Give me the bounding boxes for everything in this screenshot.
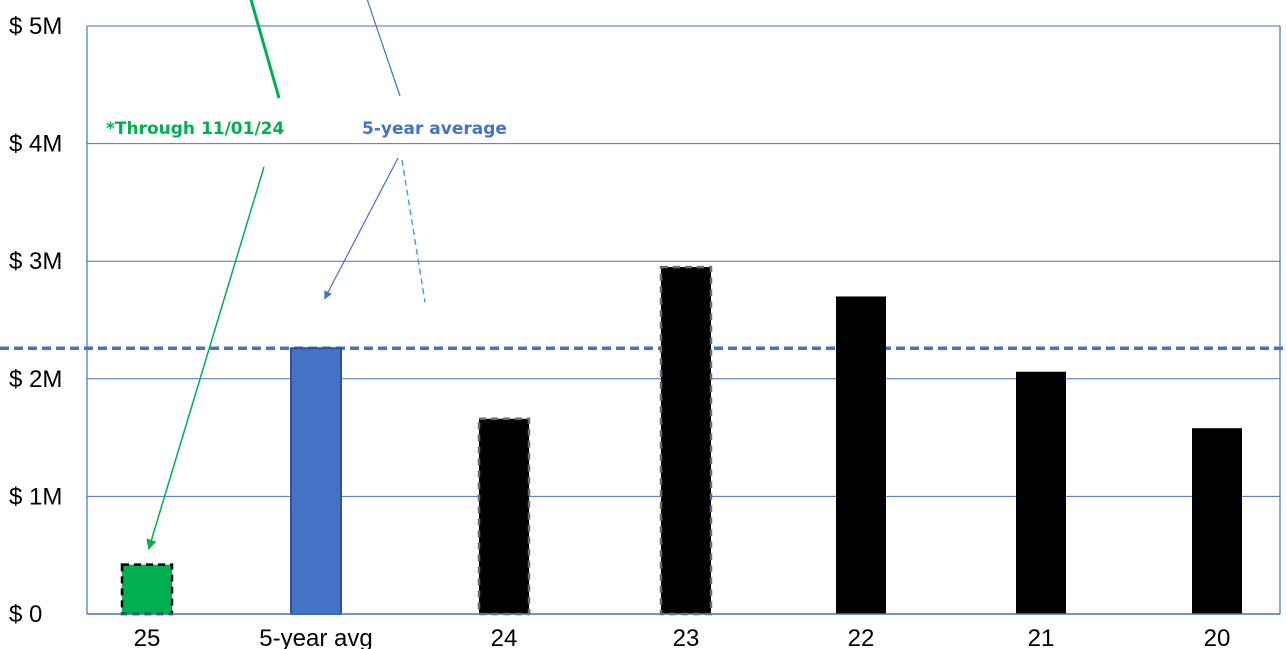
bar-5-year-avg xyxy=(290,347,342,615)
y-tick-label: $ 1M xyxy=(9,483,62,510)
average-arrow xyxy=(324,157,399,300)
bar-22 xyxy=(836,296,886,614)
y-tick-label: $ 3M xyxy=(9,248,62,275)
bar-21 xyxy=(1016,371,1066,614)
y-tick-label: $ 0 xyxy=(9,601,42,628)
bar-24 xyxy=(477,417,531,616)
average-dashed-pointer xyxy=(401,159,426,303)
x-tick-label: 22 xyxy=(848,625,875,649)
annotations: *Through 11/01/24 5-year average xyxy=(106,0,507,551)
x-tick-label: 25 xyxy=(134,625,161,649)
through-date-arrow xyxy=(146,166,265,551)
y-tick-label: $ 2M xyxy=(9,366,62,393)
x-tick-label: 5-year avg xyxy=(259,625,372,649)
annotation-through-date: *Through 11/01/24 xyxy=(106,119,285,139)
y-tick-label: $ 4M xyxy=(9,131,62,158)
average-leader-line xyxy=(366,0,401,97)
gridlines xyxy=(87,25,1280,497)
y-tick-label: $ 5M xyxy=(9,13,62,40)
through-date-leader-line xyxy=(249,0,281,99)
bar-20 xyxy=(1192,428,1242,614)
x-tick-label: 24 xyxy=(491,625,518,649)
x-tick-label: 23 xyxy=(673,625,700,649)
x-tick-label: 21 xyxy=(1028,625,1055,649)
annotation-five-year-average: 5-year average xyxy=(362,119,507,139)
axes: $ 0 $ 1M $ 2M $ 3M $ 4M $ 5M 25 5-year avg 24 23 2… xyxy=(9,13,1281,649)
bar-25 xyxy=(120,563,174,616)
bars xyxy=(120,265,1242,616)
bar-23 xyxy=(659,265,713,616)
x-tick-label: 20 xyxy=(1204,625,1231,649)
